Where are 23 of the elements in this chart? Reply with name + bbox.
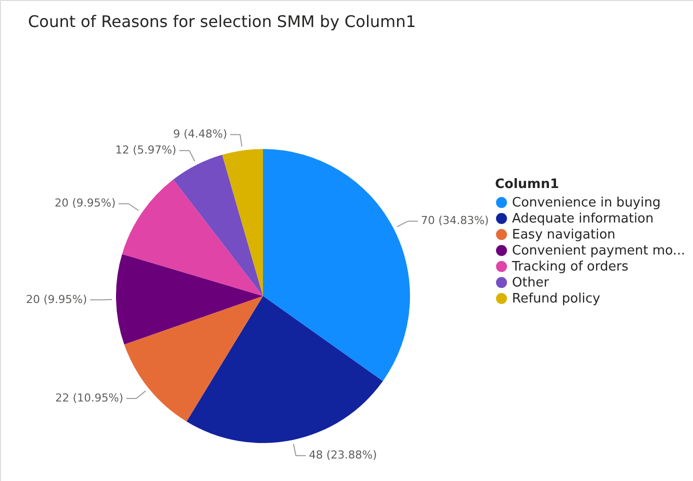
legend-label: Refund policy xyxy=(512,292,600,306)
pie-slice xyxy=(122,180,263,296)
data-label: 70 (34.83%) xyxy=(420,214,489,228)
pie-slice xyxy=(222,149,263,296)
pie-slice xyxy=(124,296,263,422)
data-label: 48 (23.88%) xyxy=(308,448,377,462)
pie-slice xyxy=(173,154,263,296)
legend-label: Adequate information xyxy=(512,212,654,226)
legend-title: Column1 xyxy=(495,177,560,192)
chart-title: Count of Reasons for selection SMM by Column1 xyxy=(28,12,416,31)
legend-label: Convenient payment mo... xyxy=(512,244,686,258)
legend-label: Tracking of orders xyxy=(511,260,629,274)
pie-slice xyxy=(116,254,263,344)
legend-label: Easy navigation xyxy=(512,228,616,242)
data-label: 12 (5.97%) xyxy=(115,144,176,157)
legend-label: Other xyxy=(512,276,550,290)
data-label: 22 (10.95%) xyxy=(55,391,124,404)
legend-label: Convenience in buying xyxy=(512,196,661,210)
data-label: 20 (9.95%) xyxy=(26,292,88,306)
pie-slice xyxy=(263,149,410,382)
pie-slice xyxy=(186,296,383,443)
data-label: 9 (4.48%) xyxy=(173,128,228,141)
data-label: 20 (9.95%) xyxy=(54,196,116,210)
